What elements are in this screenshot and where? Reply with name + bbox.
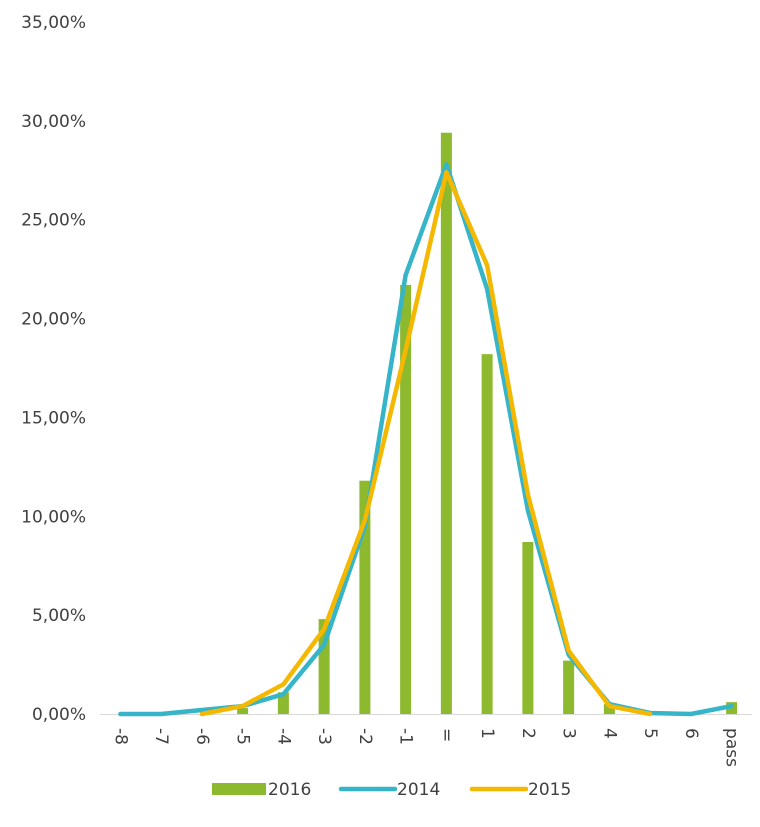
bar-2016 — [359, 480, 371, 714]
legend-label-2015: 2015 — [528, 780, 571, 800]
y-tick-label: 20,00% — [21, 310, 86, 330]
x-tick-label: -8 — [110, 728, 130, 745]
legend: 2016 2014 2015 — [212, 780, 571, 800]
x-tick-label: -2 — [355, 728, 375, 745]
bar-2016 — [318, 619, 330, 714]
x-tick-label: = — [436, 728, 456, 742]
y-tick-label: 5,00% — [32, 606, 86, 626]
y-axis-ticks: 0,00% 5,00% 10,00% 15,00% 20,00% 25,00% 30,00%… — [21, 13, 86, 725]
bar-2016 — [522, 541, 534, 714]
x-tick-label: -7 — [151, 728, 171, 745]
bar-2016 — [440, 132, 452, 715]
legend-label-2014: 2014 — [397, 780, 440, 800]
y-tick-label: 35,00% — [21, 13, 86, 33]
y-tick-label: 10,00% — [21, 507, 86, 527]
x-tick-label: 5 — [640, 728, 660, 739]
y-tick-label: 30,00% — [21, 112, 86, 132]
x-tick-label: 4 — [599, 728, 619, 739]
bar-2016 — [237, 708, 249, 714]
x-tick-label: -1 — [396, 728, 416, 745]
x-tick-label: -6 — [192, 728, 212, 745]
line-series-2015 — [199, 170, 653, 717]
y-tick-label: 25,00% — [21, 211, 86, 231]
x-tick-label: 2 — [518, 728, 538, 739]
x-tick-label: 6 — [681, 728, 701, 739]
y-tick-label: 15,00% — [21, 408, 86, 428]
x-tick-label: -3 — [314, 728, 334, 745]
x-axis-ticks: -8 -7 -6 -5 -4 -3 -2 -1 = 1 2 3 4 5 6 pass — [110, 728, 741, 767]
bar-2016 — [400, 284, 412, 714]
legend-label-2016: 2016 — [268, 780, 311, 800]
bar-2016 — [277, 692, 289, 714]
x-tick-label: 3 — [559, 728, 579, 739]
y-tick-label: 0,00% — [32, 705, 86, 725]
line-series-2014 — [118, 162, 734, 717]
bar-2016 — [563, 660, 575, 714]
bar-2016 — [603, 704, 615, 714]
x-tick-label: 1 — [477, 728, 497, 739]
legend-swatch-2016 — [212, 783, 266, 795]
line-series — [118, 162, 734, 717]
x-tick-label: -4 — [273, 728, 293, 745]
bar-2016 — [481, 354, 493, 714]
x-tick-label: -5 — [233, 728, 253, 745]
bar-series-2016 — [237, 132, 738, 715]
x-tick-label: pass — [722, 728, 742, 767]
